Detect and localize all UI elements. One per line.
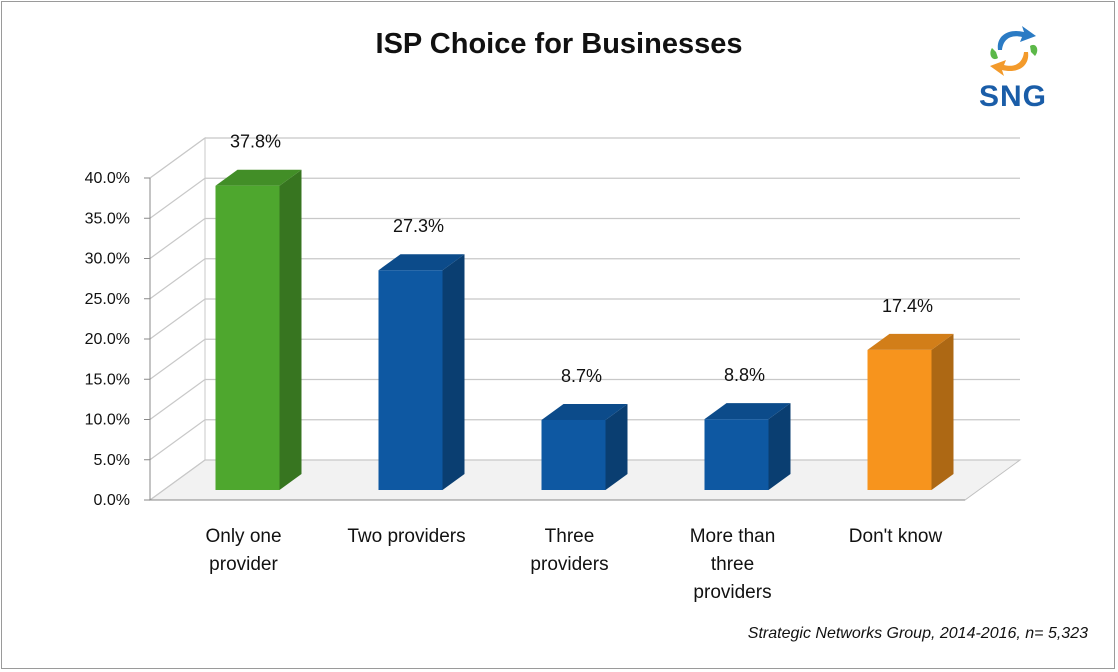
data-label: 8.8% [724,365,765,385]
x-tick-label: More than [690,526,776,547]
gridline-diagonal [149,258,206,300]
x-tick-label: providers [530,554,608,575]
bar-top [215,169,302,186]
sng-arrows-logo-icon [990,26,1038,76]
bar-side [931,333,954,490]
sng-logo: SNG [968,22,1058,117]
gridline-diagonal [149,298,206,340]
y-tick-label: 30.0% [85,251,130,268]
bar-top [867,333,954,350]
bar-side [768,403,791,490]
bar-top [378,254,465,271]
logo-text: SNG [978,80,1047,113]
bar [541,419,606,490]
x-tick-label: providers [693,582,771,603]
x-tick-label: provider [209,554,278,575]
bar [378,270,443,490]
gridline-diagonal [149,338,206,380]
data-label: 8.7% [561,366,602,386]
x-tick-label: Only one [205,526,281,547]
gridline-diagonal [149,379,206,420]
x-tick-label: three [711,554,754,575]
bar [867,349,932,490]
x-tick-label: Two providers [347,526,465,547]
bar-side [442,254,465,490]
gridline-diagonal [149,137,206,179]
gridline-diagonal [149,419,206,461]
bar-top [704,403,791,420]
bar-top [541,403,628,420]
bar [704,419,769,490]
y-tick-label: 15.0% [85,371,130,388]
bar-side [279,169,302,490]
y-tick-label: 5.0% [94,452,130,469]
y-tick-label: 40.0% [85,170,130,187]
gridline-diagonal [149,177,206,219]
gridline-diagonal [149,218,206,259]
data-label: 37.8% [230,132,281,152]
chart-title: ISP Choice for Businesses [375,28,743,60]
x-tick-label: Don't know [849,526,943,547]
bar-side [605,403,628,490]
y-tick-label: 25.0% [85,291,130,308]
y-tick-label: 35.0% [85,210,130,227]
source-note: Strategic Networks Group, 2014-2016, n= … [747,625,1088,642]
data-label: 27.3% [393,216,444,236]
gridline-diagonal [149,459,206,501]
y-tick-label: 10.0% [85,412,130,429]
x-tick-label: Three [545,526,595,547]
bar [215,185,280,490]
data-label: 17.4% [882,296,933,316]
y-tick-label: 0.0% [94,492,130,509]
y-tick-label: 20.0% [85,331,130,348]
